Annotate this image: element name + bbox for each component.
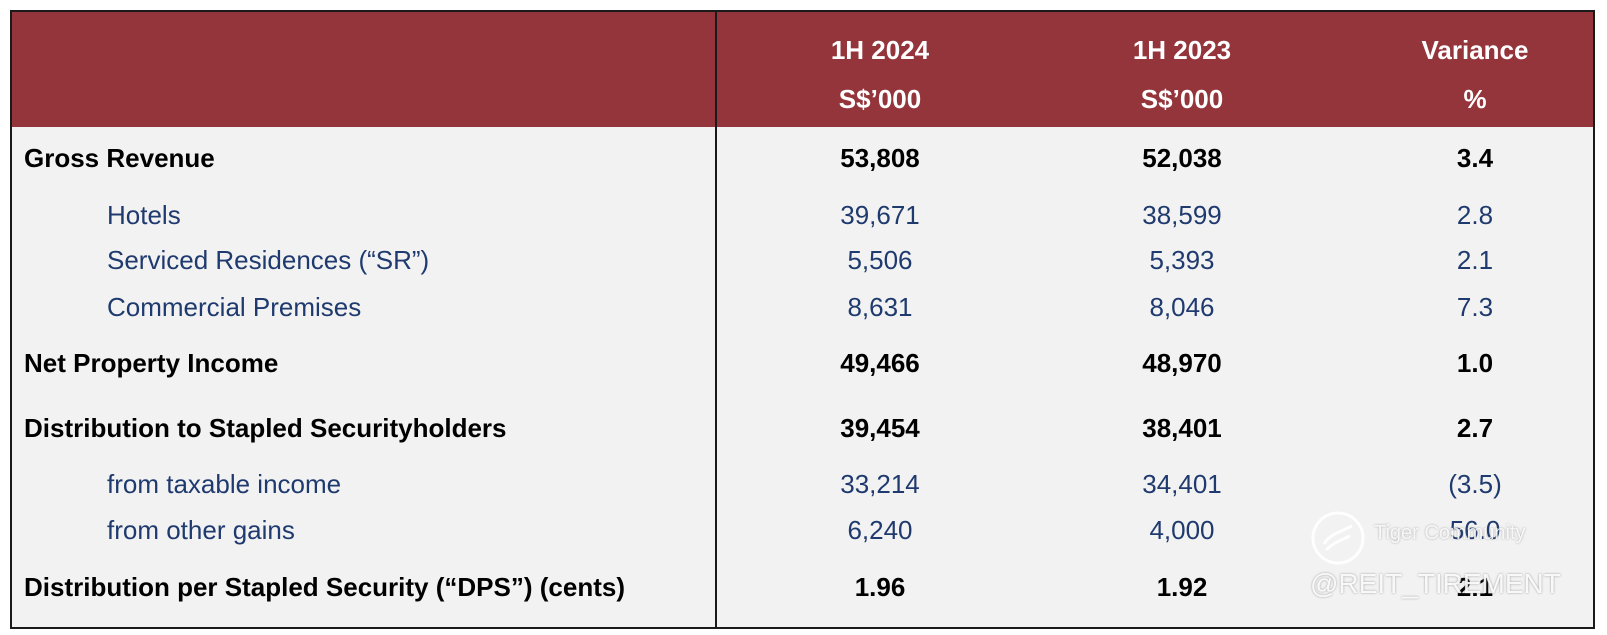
- table-row-dps: Distribution per Stapled Security (“DPS”…: [24, 572, 1494, 602]
- financial-summary-table: 1H 2024 S$’000 1H 2023 S$’000 Variance %…: [10, 10, 1595, 629]
- table-row-serviced-residences: Serviced Residences (“SR”) 5,506 5,393 2…: [107, 245, 1494, 275]
- table-row-other-gains: from other gains 6,240 4,000 56.0: [107, 515, 1501, 545]
- table-header: 1H 2024 S$’000 1H 2023 S$’000 Variance %: [12, 12, 1593, 127]
- table-row-taxable-income: from taxable income 33,214 34,401 (3.5): [107, 469, 1502, 499]
- column-divider: [715, 12, 717, 627]
- table-row-net-property-income: Net Property Income 49,466 48,970 1.0: [24, 348, 1494, 378]
- table-row-gross-revenue: Gross Revenue 53,808 52,038 3.4: [24, 143, 1494, 173]
- header-1h-2023: 1H 2023 S$’000: [1132, 35, 1232, 114]
- table-row-commercial-premises: Commercial Premises 8,631 8,046 7.3: [107, 292, 1494, 322]
- header-variance: Variance %: [1421, 35, 1529, 114]
- table-row-distribution: Distribution to Stapled Securityholders …: [24, 413, 1494, 443]
- table-row-hotels: Hotels 39,671 38,599 2.8: [107, 200, 1494, 230]
- header-1h-2024: 1H 2024 S$’000: [830, 35, 930, 114]
